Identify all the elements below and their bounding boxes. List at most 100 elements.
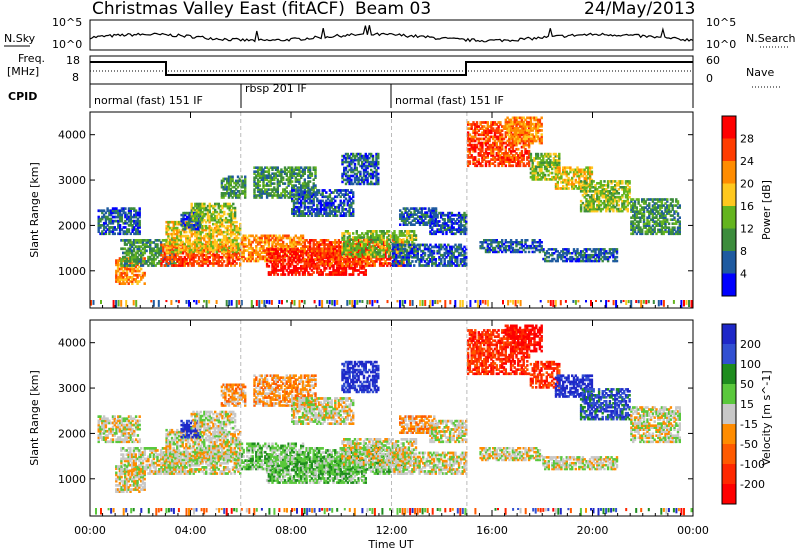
heatmap-cell — [413, 213, 416, 216]
heatmap-cell — [282, 250, 285, 253]
heatmap-cell — [407, 260, 411, 263]
heatmap-cell — [343, 170, 346, 174]
heatmap-cell — [346, 262, 349, 265]
heatmap-cell — [404, 223, 407, 226]
date-label: 24/May/2013 — [584, 0, 696, 19]
heatmap-cell — [486, 131, 489, 135]
heatmap-cell — [262, 178, 265, 181]
heatmap-cell — [154, 264, 157, 267]
heatmap-cell — [291, 176, 294, 179]
heatmap-cell — [197, 212, 201, 216]
heatmap-cell — [192, 258, 195, 261]
heatmap-cell — [97, 226, 100, 229]
heatmap-cell — [346, 238, 349, 241]
heatmap-cell — [125, 267, 129, 271]
heatmap-cell — [165, 224, 168, 228]
heatmap-cell — [120, 213, 124, 217]
heatmap-cell — [267, 192, 271, 195]
heatmap-cell — [429, 232, 432, 236]
heatmap-cell — [432, 220, 436, 223]
heatmap-cell — [187, 215, 191, 219]
heatmap-cell — [310, 269, 314, 272]
heatmap-cell — [300, 199, 303, 203]
heatmap-cell — [308, 172, 312, 175]
heatmap-cell — [332, 245, 335, 248]
heatmap-cell — [334, 195, 337, 199]
heatmap-cell — [377, 162, 380, 166]
heatmap-cell — [197, 242, 201, 246]
heatmap-cell — [497, 131, 500, 135]
nsky-label: N.Sky — [4, 32, 36, 45]
heatmap-cell — [208, 234, 211, 238]
heatmap-cell — [195, 206, 199, 210]
heatmap-cell — [495, 141, 498, 145]
heatmap-cell — [352, 242, 355, 246]
heatmap-cell — [341, 234, 344, 237]
heatmap-cell — [276, 182, 279, 185]
heatmap-cell — [217, 249, 220, 253]
heatmap-cell — [364, 232, 367, 235]
heatmap-cell — [262, 255, 265, 259]
heatmap-cell — [330, 203, 333, 207]
heatmap-cell — [466, 160, 470, 163]
heatmap-cell — [362, 162, 366, 166]
heatmap-cell — [210, 262, 213, 265]
heatmap-cell — [378, 248, 382, 252]
heatmap-cell — [481, 149, 484, 153]
heatmap-cell — [226, 230, 229, 234]
heatmap-cell — [316, 205, 319, 209]
heatmap-cell — [366, 154, 369, 158]
heatmap-cell — [398, 240, 402, 244]
heatmap-cell — [269, 273, 272, 276]
heatmap-cell — [228, 228, 231, 232]
heatmap-cell — [206, 232, 210, 236]
heatmap-cell — [348, 195, 351, 199]
heatmap-cell — [138, 273, 141, 277]
heatmap-cell — [260, 166, 263, 169]
heatmap-cell — [431, 226, 434, 229]
heatmap-cell — [118, 273, 122, 277]
heatmap-cell — [350, 253, 353, 256]
heatmap-cell — [440, 243, 443, 247]
heatmap-cell — [292, 269, 296, 272]
heatmap-cell — [129, 209, 132, 213]
heatmap-cell — [497, 135, 500, 139]
heatmap-cell — [343, 168, 346, 172]
heatmap-cell — [359, 253, 362, 256]
heatmap-cell — [396, 255, 400, 259]
heatmap-cell — [260, 190, 263, 193]
heatmap-cell — [398, 245, 402, 248]
heatmap-cell — [448, 220, 452, 223]
heatmap-cell — [348, 203, 351, 207]
heatmap-cell — [247, 240, 251, 244]
heatmap-cell — [231, 258, 235, 261]
heatmap-cell — [156, 239, 159, 242]
heatmap-cell — [355, 262, 358, 265]
heatmap-cell — [267, 194, 271, 197]
heatmap-cell — [242, 253, 245, 256]
heatmap-cell — [227, 185, 231, 189]
heatmap-cell — [323, 201, 326, 205]
heatmap-cell — [131, 207, 134, 210]
heatmap-cell — [296, 174, 299, 177]
heatmap-cell — [447, 224, 450, 227]
heatmap-cell — [206, 236, 210, 240]
heatmap-cell — [264, 174, 267, 177]
heatmap-cell — [396, 249, 400, 253]
heatmap-cell — [359, 236, 362, 239]
heatmap-cell — [323, 262, 326, 266]
heatmap-cell — [398, 232, 402, 235]
heatmap-cell — [229, 183, 232, 187]
heatmap-cell — [364, 154, 367, 158]
heatmap-cell — [352, 269, 355, 272]
heatmap-cell — [380, 230, 384, 233]
heatmap-cell — [224, 243, 228, 247]
heatmap-cell — [325, 254, 328, 258]
heatmap-cell — [289, 264, 292, 268]
heatmap-cell — [350, 251, 353, 255]
heatmap-cell — [350, 160, 353, 164]
heatmap-cell — [364, 255, 367, 258]
heatmap-cell — [215, 234, 218, 238]
heatmap-cell — [125, 280, 129, 283]
heatmap-cell — [314, 212, 317, 215]
